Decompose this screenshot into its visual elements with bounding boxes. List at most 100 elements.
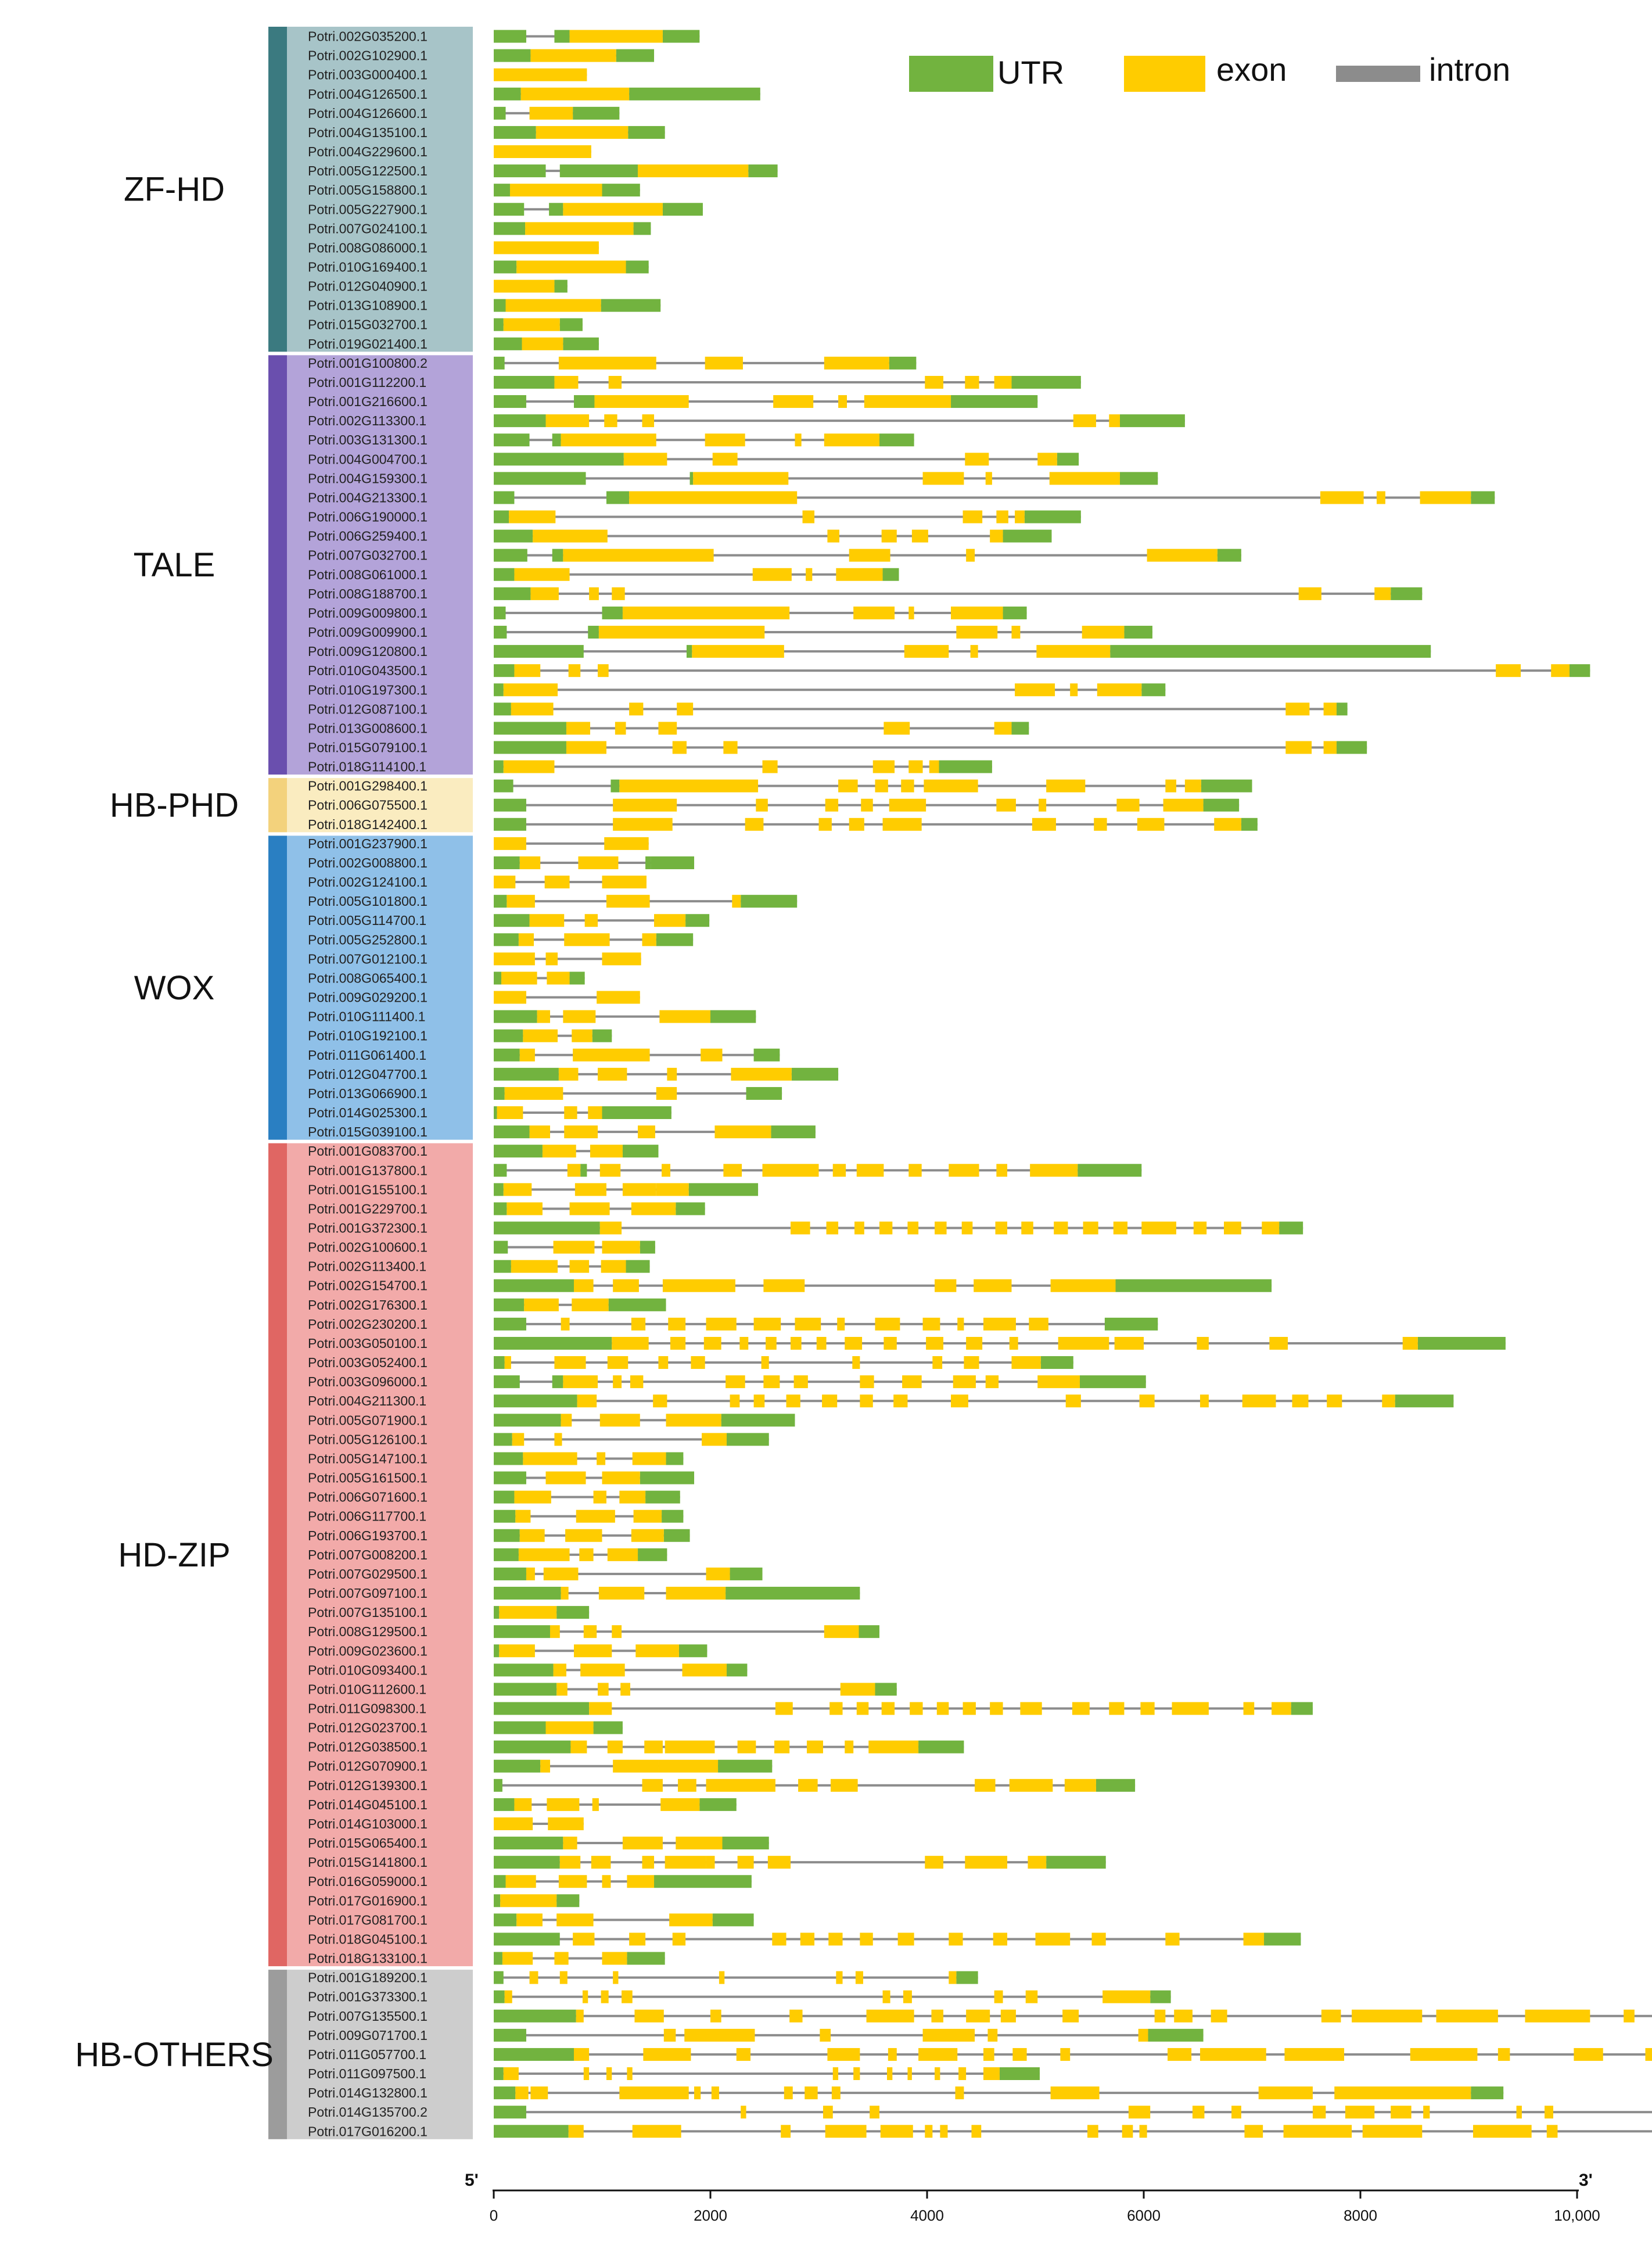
exon-segment	[886, 2067, 893, 2081]
exon-segment	[672, 1932, 686, 1946]
gene-row: Potri.001G100800.2	[308, 356, 917, 371]
exon-segment	[563, 1837, 577, 1850]
exon-segment	[1285, 741, 1312, 754]
exon-segment	[520, 87, 630, 101]
utr-segment	[494, 1317, 526, 1331]
exon-segment	[658, 722, 677, 735]
exon-segment	[1645, 2048, 1652, 2061]
utr-segment	[627, 1952, 665, 1965]
utr-segment	[494, 1106, 497, 1120]
exon-segment	[951, 1394, 968, 1408]
exon-segment	[838, 395, 847, 408]
exon-segment	[987, 2028, 998, 2042]
exon-segment	[1020, 1702, 1042, 1715]
utr-segment	[1417, 1336, 1506, 1350]
gene-row: Potri.001G189200.1	[308, 1970, 978, 1985]
exon-segment	[974, 1279, 1012, 1292]
exon-segment	[644, 1740, 663, 1754]
utr-segment	[608, 1298, 666, 1311]
exon-segment	[958, 2067, 967, 2081]
exon-segment	[951, 606, 1003, 619]
exon-segment	[1139, 2125, 1147, 2138]
exon-segment	[853, 2067, 860, 2081]
exon-segment	[529, 1971, 538, 1984]
exon-segment	[766, 1336, 777, 1350]
gene-row: Potri.012G047700.1	[308, 1067, 839, 1082]
intron-line	[494, 1111, 671, 1114]
gene-label: Potri.015G065400.1	[308, 1835, 428, 1851]
gene-row: Potri.009G009800.1	[308, 605, 1027, 621]
exon-segment	[1109, 414, 1120, 428]
exon-segment	[926, 1336, 943, 1350]
exon-segment	[583, 1625, 597, 1638]
gene-label: Potri.005G227900.1	[308, 202, 428, 217]
intron-line	[494, 842, 649, 845]
exon-segment	[1516, 2106, 1522, 2119]
exon-segment	[619, 2086, 689, 2100]
gene-label: Potri.009G009800.1	[308, 605, 428, 621]
exon-segment	[882, 1990, 890, 2003]
gene-row: Potri.001G298400.1	[308, 779, 1252, 794]
exon-segment	[1382, 1394, 1395, 1408]
gene-label: Potri.012G038500.1	[308, 1740, 428, 1755]
exon-segment	[1184, 779, 1201, 793]
gene-label: Potri.005G147100.1	[308, 1451, 428, 1466]
exon-segment	[545, 1471, 586, 1485]
utr-segment	[494, 395, 526, 408]
utr-segment	[494, 1414, 561, 1427]
gene-label: Potri.002G100600.1	[308, 1240, 428, 1255]
exon-segment	[1128, 2106, 1151, 2119]
exon-segment	[613, 1971, 619, 1984]
exon-segment	[1058, 1336, 1109, 1350]
gene-label: Potri.012G070900.1	[308, 1759, 428, 1774]
utr-segment	[999, 2067, 1040, 2081]
exon-segment	[786, 1394, 800, 1408]
exon-segment	[1172, 1702, 1209, 1715]
utr-segment	[554, 30, 570, 43]
exon-segment	[666, 1587, 726, 1600]
exon-segment	[994, 1990, 1003, 2003]
intron-line	[494, 1572, 763, 1575]
utr-segment	[494, 1837, 563, 1850]
exon-segment	[568, 2125, 584, 2138]
utr-segment	[494, 760, 504, 773]
gene-label: Potri.014G103000.1	[308, 1816, 428, 1831]
exon-segment	[512, 1433, 525, 1446]
intron-line	[494, 1438, 769, 1441]
utr-segment	[1336, 741, 1367, 754]
exon-segment	[607, 1740, 623, 1754]
exon-segment	[1032, 817, 1056, 831]
utr-segment	[494, 49, 531, 62]
exon-segment	[503, 683, 558, 697]
gene-row: Potri.006G117700.1	[308, 1509, 684, 1524]
gene-row: Potri.002G154700.1	[308, 1278, 1272, 1293]
exon-segment	[1242, 1394, 1276, 1408]
exon-segment	[592, 1798, 599, 1811]
exon-segment	[1163, 798, 1204, 812]
exon-segment	[545, 414, 590, 428]
exon-segment	[563, 203, 663, 216]
gene-label: Potri.006G259400.1	[308, 529, 428, 544]
exon-segment	[881, 1702, 895, 1715]
family-label: WOX	[134, 969, 215, 1007]
exon-segment	[924, 779, 978, 793]
exon-segment	[537, 1010, 550, 1023]
utr-segment	[859, 1625, 879, 1638]
exon-segment	[612, 587, 625, 600]
intron-line	[494, 1822, 584, 1825]
gene-label: Potri.009G120800.1	[308, 644, 428, 659]
utr-segment	[494, 1240, 508, 1254]
exon-segment	[559, 1971, 568, 1984]
intron-line	[494, 1073, 839, 1075]
gene-label: Potri.006G071600.1	[308, 1490, 428, 1505]
exon-segment	[893, 1394, 908, 1408]
utr-segment	[640, 1240, 655, 1254]
exon-segment	[1054, 1221, 1068, 1235]
exon-segment	[554, 1952, 569, 1965]
utr-segment	[951, 395, 1038, 408]
exon-segment	[1141, 1221, 1176, 1235]
exon-segment	[983, 1317, 1016, 1331]
utr-segment	[588, 626, 599, 639]
gene-row: Potri.008G061000.1	[308, 567, 899, 582]
exon-segment	[856, 1164, 884, 1177]
